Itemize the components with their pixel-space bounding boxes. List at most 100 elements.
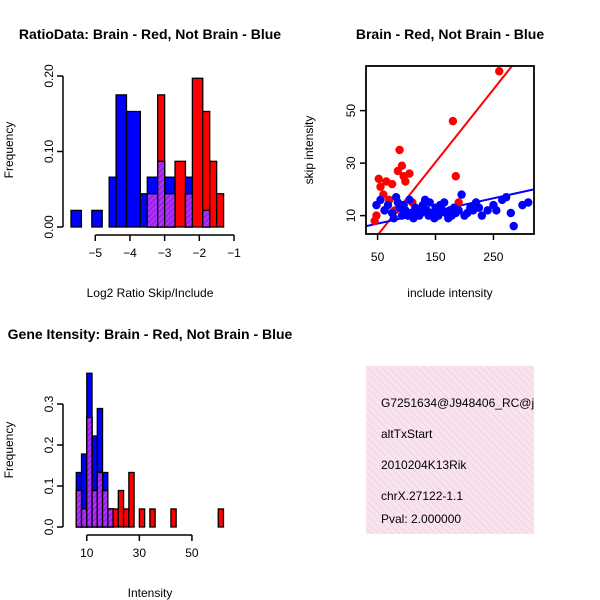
not-brain-point	[376, 195, 385, 205]
x-tick-label: −4	[123, 246, 137, 260]
brain-point	[395, 145, 404, 155]
brain-bar	[122, 508, 130, 528]
brain-bar	[202, 110, 211, 228]
not-brain-point	[477, 211, 487, 220]
ratio-histogram-panel: RatioData: Brain - Red, Not Brain - Blue…	[2, 26, 281, 300]
not-brain-point	[383, 200, 393, 210]
y-tick-label: 0.10	[42, 139, 56, 163]
not-brain-bar	[139, 193, 148, 228]
scatter-points	[370, 67, 533, 231]
brain-point	[405, 169, 414, 178]
info-panel: G7251634@J948406_RC@j_at altTxStart 2010…	[366, 366, 534, 534]
not-brain-bar	[125, 110, 142, 228]
brain-point	[401, 177, 410, 186]
not-brain-point	[425, 198, 434, 207]
ratio-axes: −5 −4 −3 −2 −1 0.00 0.10 0.20	[42, 64, 241, 260]
overlap-bar	[146, 193, 159, 228]
not-brain-point	[457, 190, 466, 199]
overlap-bar	[107, 508, 114, 528]
x-tick-label: −5	[88, 246, 102, 260]
brain-bar	[149, 508, 156, 528]
y-tick-label: 30	[344, 156, 358, 170]
overlap-bar	[96, 471, 104, 528]
not-brain-bar	[70, 209, 83, 228]
x-tick-label: 10	[80, 546, 94, 560]
overlap-bar	[202, 209, 211, 228]
brain-point	[387, 179, 397, 189]
x-tick-label: 150	[426, 250, 446, 264]
brain-bar	[174, 160, 187, 228]
y-tick-label: 0.0	[42, 518, 56, 535]
info-transcript-id: chrX.27122-1.1	[381, 489, 463, 503]
scatter-axes: 50 150 250 10 30 50	[344, 65, 535, 264]
x-tick-label: −2	[192, 246, 206, 260]
intensity-chart-title: Gene Itensity: Brain - Red, Not Brain - …	[8, 326, 293, 342]
y-tick-label: 0.00	[42, 215, 56, 239]
not-brain-point	[501, 193, 511, 202]
brain-bar	[191, 77, 204, 228]
overlap-bar	[91, 489, 98, 528]
brain-point	[374, 174, 383, 184]
y-tick-label: 10	[344, 209, 358, 223]
ratio-chart-title: RatioData: Brain - Red, Not Brain - Blue	[19, 26, 281, 42]
not-brain-point	[474, 203, 484, 212]
y-tick-label: 0.3	[42, 395, 56, 412]
x-tick-label: 250	[483, 250, 503, 264]
brain-point	[376, 182, 385, 191]
x-tick-label: −1	[227, 246, 241, 260]
brain-bar	[217, 508, 225, 528]
not-brain-point	[509, 221, 518, 231]
y-tick-label: 0.1	[42, 477, 56, 494]
not-brain-bar	[115, 94, 128, 228]
not-brain-point	[524, 198, 533, 207]
not-brain-point	[440, 198, 449, 207]
scatter-chart-title: Brain - Red, Not Brain - Blue	[356, 26, 544, 42]
x-tick-label: 50	[185, 546, 199, 560]
info-pvalue: Pval: 2.000000	[381, 512, 461, 526]
brain-point	[448, 116, 458, 126]
y-tick-label: 50	[344, 104, 358, 118]
overlap-bar	[75, 489, 83, 528]
brain-point	[451, 172, 460, 181]
scatter-x-axis-label: include intensity	[407, 286, 492, 300]
brain-point	[372, 211, 381, 220]
intensity-bars	[75, 372, 225, 528]
brain-bar	[216, 193, 225, 228]
x-tick-label: 50	[371, 250, 385, 264]
overlap-bar	[86, 416, 93, 528]
overlap-bar	[101, 489, 109, 528]
brain-point	[495, 67, 504, 76]
brain-bar	[138, 508, 146, 528]
not-brain-bar	[108, 176, 117, 228]
not-brain-point	[405, 195, 414, 205]
scatter-panel: Brain - Red, Not Brain - Blue 50 150 250 10…	[302, 26, 544, 300]
overlap-bar	[80, 508, 88, 528]
brain-bar	[209, 160, 218, 228]
info-event-type: altTxStart	[381, 427, 433, 441]
ratio-x-axis-label: Log2 Ratio Skip/Include	[87, 286, 214, 300]
scatter-y-axis-label: skip intensity	[302, 116, 316, 185]
intensity-y-axis-label: Frequency	[2, 422, 16, 479]
ratio-bars	[70, 77, 225, 228]
scatter-frame	[365, 65, 535, 235]
brain-bar	[170, 508, 177, 528]
x-tick-label: −3	[158, 246, 172, 260]
info-box-background	[366, 366, 534, 534]
not-brain-point	[492, 206, 501, 215]
ratio-y-axis-label: Frequency	[2, 122, 16, 179]
brain-bar	[117, 489, 125, 528]
x-tick-label: 30	[133, 546, 147, 560]
intensity-histogram-panel: Gene Itensity: Brain - Red, Not Brain - …	[2, 326, 293, 600]
intensity-axes: 10 30 50 0.0 0.1 0.2 0.3	[42, 395, 199, 560]
not-brain-bar	[91, 209, 103, 228]
brain-bar	[112, 508, 119, 528]
overlap-bar	[184, 193, 194, 228]
brain-point	[397, 161, 407, 170]
intensity-x-axis-label: Intensity	[128, 586, 173, 600]
overlap-bar	[163, 193, 176, 228]
not-brain-point	[483, 206, 492, 215]
not-brain-point	[389, 214, 399, 223]
y-tick-label: 0.2	[42, 436, 56, 453]
overlap-bar	[157, 160, 166, 228]
